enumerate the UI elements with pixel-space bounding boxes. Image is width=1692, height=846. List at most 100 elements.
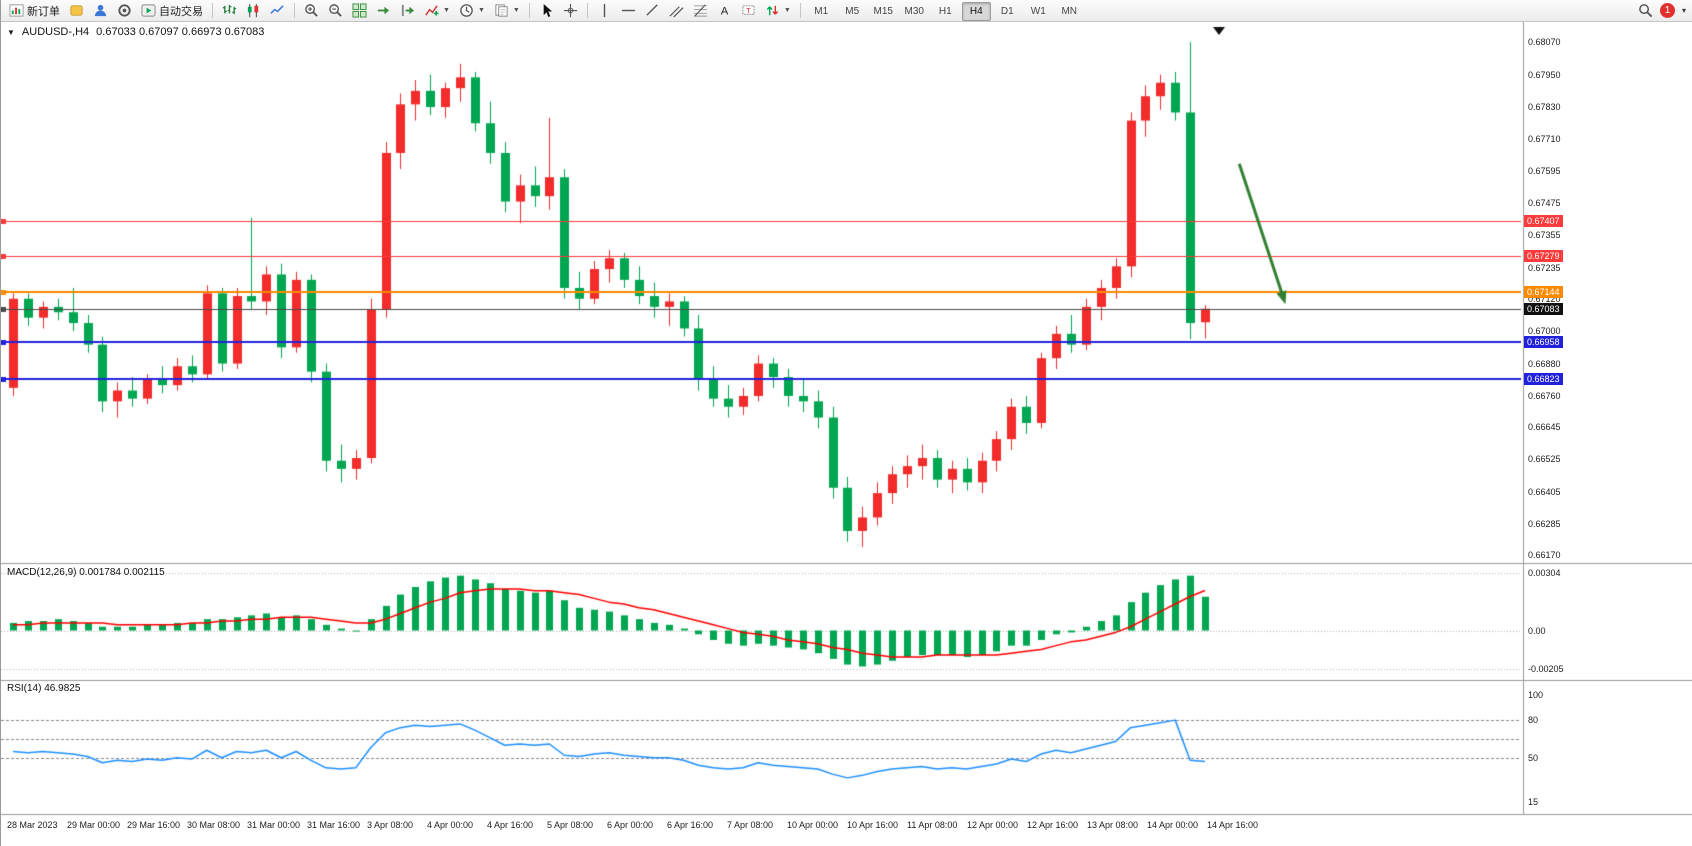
zoom-in-icon <box>305 4 318 17</box>
price-tick-label: 0.67830 <box>1528 102 1561 113</box>
time-axis-label: 4 Apr 16:00 <box>487 820 534 830</box>
time-axis-label: 29 Mar 00:00 <box>67 820 121 830</box>
new-order-button[interactable]: 新订单 <box>5 1 64 20</box>
horizontal-line-button[interactable] <box>617 1 640 20</box>
cursor-button[interactable] <box>535 1 558 20</box>
community-button[interactable] <box>113 1 136 20</box>
price-tick-label: 0.67120 <box>1528 293 1561 304</box>
channel-button[interactable] <box>665 1 688 20</box>
auto-scroll-button[interactable] <box>372 1 395 20</box>
indicators-icon <box>425 5 439 16</box>
price-badge: 0.67083 <box>1524 302 1563 315</box>
chart-candles-button[interactable] <box>242 1 265 20</box>
text-button[interactable]: A <box>713 1 736 20</box>
chevron-down-icon: ▼ <box>783 7 791 14</box>
text-label-button[interactable]: T <box>737 1 760 20</box>
rsi-tick-label: 15 <box>1528 796 1539 807</box>
chart-bars-button[interactable] <box>218 1 241 20</box>
chevron-down-icon: ▼ <box>477 7 485 14</box>
indicators-button[interactable]: ▼ <box>420 1 454 20</box>
auto-trading-label: 自动交易 <box>159 5 203 18</box>
horizontal-line-icon <box>621 9 635 12</box>
vertical-line-button[interactable] <box>593 1 616 20</box>
price-tick-label: 0.66760 <box>1528 390 1561 401</box>
chevron-down-icon: ▼ <box>443 7 450 14</box>
auto-scroll-icon <box>377 6 390 15</box>
templates-icon <box>495 4 508 17</box>
rsi-tick-label: 50 <box>1528 752 1539 763</box>
text-label-icon: T <box>742 5 755 15</box>
timeframe-button-h1[interactable]: H1 <box>938 5 952 17</box>
tile-windows-button[interactable] <box>348 1 371 20</box>
rsi-name: RSI(14) <box>7 683 42 694</box>
time-axis-label: 4 Apr 00:00 <box>427 820 474 830</box>
price-badge: 0.66823 <box>1524 372 1563 385</box>
chart-symbol-period: AUDUSD-,H4 <box>21 26 90 38</box>
auto-trading-button[interactable]: 自动交易 <box>137 1 207 20</box>
macd-name: MACD(12,26,9) <box>7 567 77 578</box>
time-axis-label: 5 Apr 08:00 <box>547 820 594 830</box>
time-axis-label: 10 Apr 16:00 <box>847 820 899 830</box>
timeframe-button-m1[interactable]: M1 <box>814 5 829 17</box>
time-axis-label: 3 Apr 08:00 <box>367 820 414 830</box>
timeframe-button-m15[interactable]: M15 <box>873 5 893 17</box>
timeframe-button-d1[interactable]: D1 <box>1000 5 1014 17</box>
time-axis-label: 12 Apr 00:00 <box>967 820 1019 830</box>
timeframe-button-w1[interactable]: W1 <box>1030 5 1046 17</box>
price-tick-label: 0.66170 <box>1528 550 1561 561</box>
new-order-icon <box>9 4 24 17</box>
market-icon <box>70 5 83 16</box>
profile-button[interactable] <box>89 1 112 20</box>
time-axis-label: 13 Apr 08:00 <box>1087 820 1139 830</box>
price-badge: 0.67279 <box>1524 249 1563 262</box>
price-tick-label: 0.66880 <box>1528 358 1561 369</box>
crosshair-button[interactable] <box>559 1 582 20</box>
time-axis-label: 31 Mar 00:00 <box>247 820 301 830</box>
time-axis-label: 31 Mar 16:00 <box>307 820 361 830</box>
price-tick-label: 0.66285 <box>1528 519 1561 530</box>
search-button[interactable] <box>1634 1 1657 20</box>
price-tick-label: 0.66405 <box>1528 486 1561 497</box>
rsi-value: 46.9825 <box>44 683 81 694</box>
profile-icon <box>94 4 107 17</box>
periods-button[interactable]: ▼ <box>455 1 489 20</box>
time-axis-label: 6 Apr 00:00 <box>607 820 654 830</box>
time-axis-label: 14 Apr 00:00 <box>1147 820 1199 830</box>
price-tick-label: 0.67355 <box>1528 230 1561 241</box>
notification-badge[interactable]: 1 <box>1659 3 1675 18</box>
chart-line-button[interactable] <box>266 1 289 20</box>
macd-tick-label: 0.00304 <box>1528 568 1561 579</box>
search-icon <box>1639 4 1653 18</box>
collapse-triangle-icon[interactable]: ▼ <box>7 27 15 37</box>
price-tick-label: 0.67595 <box>1528 165 1561 176</box>
toolbar-separator <box>528 3 530 18</box>
toolbar-overflow-icon[interactable]: ▾ <box>1681 6 1686 15</box>
zoom-out-button[interactable] <box>324 1 347 20</box>
price-badge: 0.66958 <box>1524 336 1563 349</box>
price-tick-label: 0.68070 <box>1528 37 1561 48</box>
rsi-tick-label: 100 <box>1528 690 1544 701</box>
market-button[interactable] <box>65 1 88 20</box>
svg-text:T: T <box>746 6 751 15</box>
time-axis-label: 12 Apr 16:00 <box>1027 820 1079 830</box>
arrows-icon <box>766 5 779 16</box>
price-chart-canvas[interactable] <box>1 22 1692 846</box>
zoom-in-button[interactable] <box>300 1 323 20</box>
chart-shift-button[interactable] <box>396 1 419 20</box>
rsi-pane-label: RSI(14) 46.9825 <box>7 683 80 694</box>
rsi-tick-label: 80 <box>1528 715 1539 726</box>
arrows-button[interactable]: ▼ <box>761 1 795 20</box>
macd-values: 0.001784 0.002115 <box>79 567 165 578</box>
timeframe-button-h4[interactable]: H4 <box>961 1 991 21</box>
fibonacci-button[interactable] <box>689 1 712 20</box>
price-tick-label: 0.66525 <box>1528 454 1561 465</box>
timeframe-button-mn[interactable]: MN <box>1061 5 1078 17</box>
equidistant-channel-icon <box>669 6 684 18</box>
timeframe-button-m30[interactable]: M30 <box>904 5 924 17</box>
macd-tick-label: -0.00205 <box>1528 664 1564 675</box>
price-tick-label: 0.67950 <box>1528 69 1561 80</box>
trendline-button[interactable] <box>641 1 664 20</box>
templates-button[interactable]: ▼ <box>490 1 524 20</box>
timeframe-button-m5[interactable]: M5 <box>845 5 860 17</box>
community-icon <box>118 4 131 17</box>
